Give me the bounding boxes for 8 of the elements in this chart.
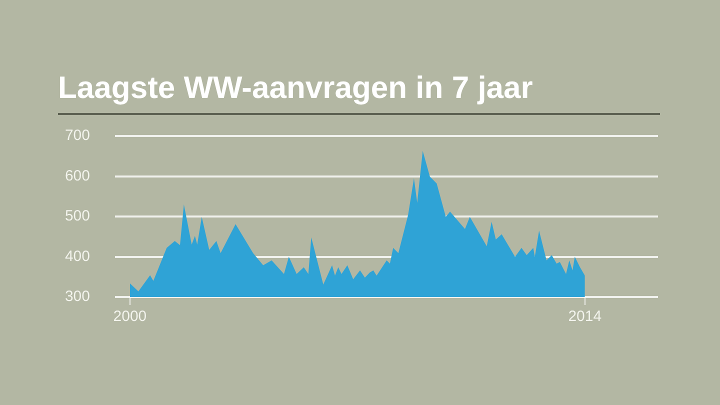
y-tick-label: 500 xyxy=(64,208,90,225)
y-tick-label: 600 xyxy=(64,167,90,184)
y-tick-label: 400 xyxy=(64,248,90,265)
y-tick-label: 300 xyxy=(64,288,90,306)
chart-title: Laagste WW-aanvragen in 7 jaar xyxy=(58,70,533,106)
x-tick-label: 2014 xyxy=(568,308,602,326)
x-tick-label: 2000 xyxy=(113,308,147,326)
y-tick-label: 700 xyxy=(64,127,90,144)
